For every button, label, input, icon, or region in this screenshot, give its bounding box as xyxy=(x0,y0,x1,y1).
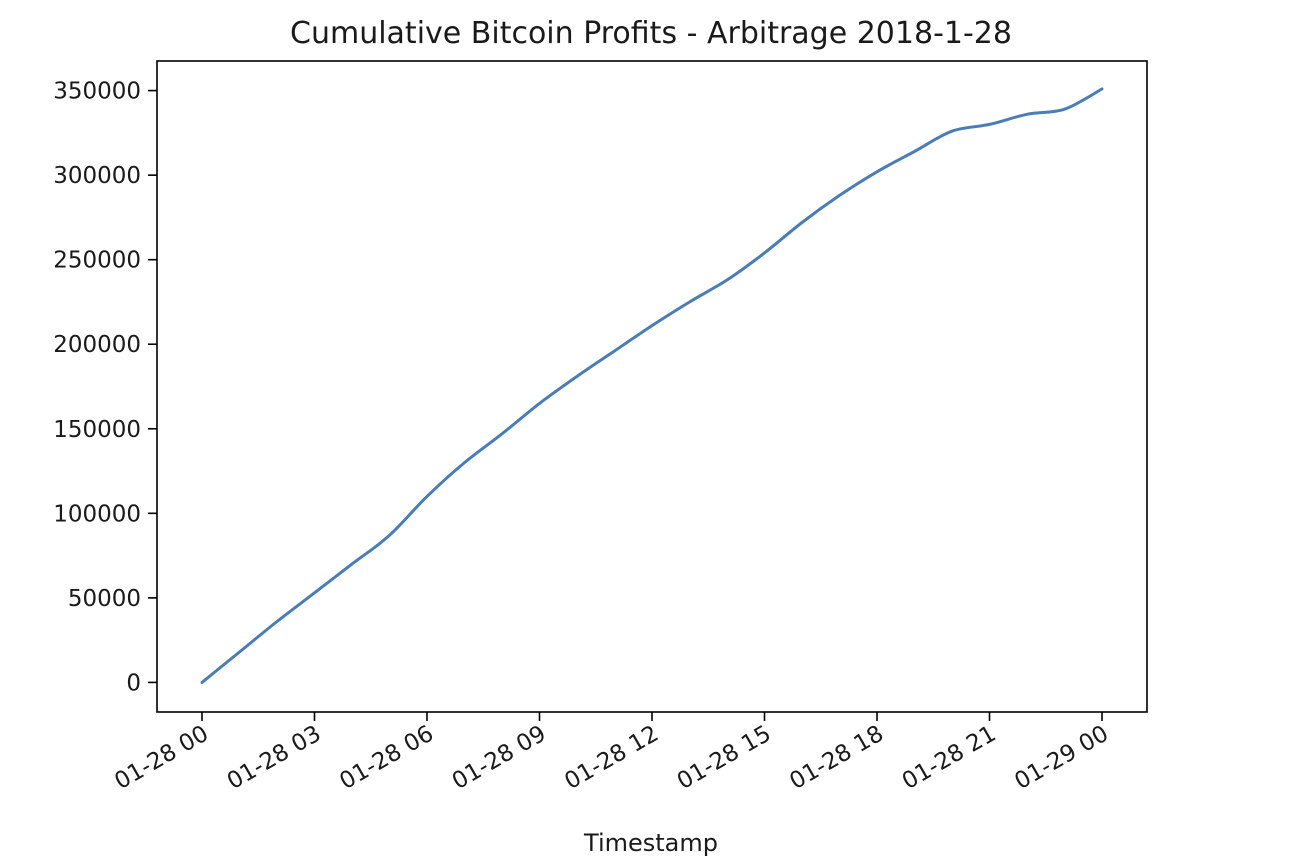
x-tick-label: 01-28 12 xyxy=(560,721,663,795)
x-tick-label: 01-29 00 xyxy=(1010,721,1113,795)
x-tick-label: 01-28 21 xyxy=(898,721,1001,795)
x-tick-label: 01-28 09 xyxy=(448,721,551,795)
y-tick-label: 100000 xyxy=(53,501,141,527)
x-tick-label: 01-28 00 xyxy=(110,721,213,795)
y-axis: 0 50000 100000 150000 200000 250000 300000 3500… xyxy=(53,79,157,696)
y-tick-label: 300000 xyxy=(53,163,141,189)
x-tick-label: 01-28 18 xyxy=(785,721,888,795)
y-tick-label: 0 xyxy=(126,670,141,696)
x-tick-label: 01-28 03 xyxy=(223,721,326,795)
x-tick-label: 01-28 15 xyxy=(673,721,776,795)
plot-frame xyxy=(156,60,1148,713)
chart-title: Cumulative Bitcoin Profits - Arbitrage 2… xyxy=(290,16,1012,51)
y-tick-label: 150000 xyxy=(53,417,141,443)
series-line xyxy=(200,87,1104,684)
y-tick-label: 50000 xyxy=(68,586,141,612)
x-axis: 01-28 00 01-28 03 01-28 06 01-28 09 01-28 12… xyxy=(110,712,1113,795)
y-tick-label: 200000 xyxy=(53,332,141,358)
x-tick-label: 01-28 06 xyxy=(335,721,438,795)
y-tick-label: 250000 xyxy=(53,248,141,274)
y-tick-label: 350000 xyxy=(53,79,141,105)
x-axis-label: Timestamp xyxy=(583,829,718,857)
